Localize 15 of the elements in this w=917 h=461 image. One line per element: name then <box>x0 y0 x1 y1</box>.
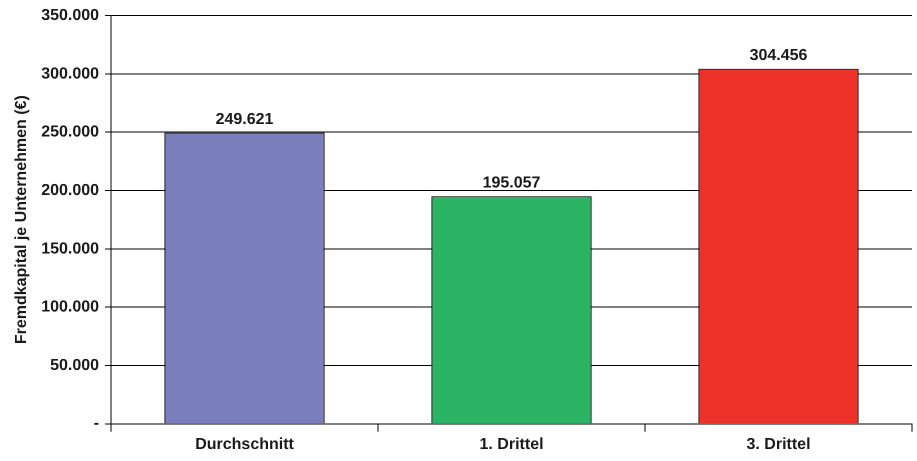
y-tick-label: - <box>94 415 100 432</box>
data-label: 304.456 <box>750 47 808 64</box>
x-tick-label: 3. Drittel <box>746 436 811 453</box>
y-axis-title: Fremdkapital je Unternehmen (€) <box>13 95 30 344</box>
y-tick-label: 150.000 <box>41 240 100 258</box>
y-tick-label: 250.000 <box>41 124 100 141</box>
data-label: 195.057 <box>482 174 541 192</box>
y-tick-label: 200.000 <box>41 182 100 199</box>
y-tick-label: 50.000 <box>50 356 100 374</box>
y-tick-label: 300.000 <box>41 65 100 82</box>
y-tick-label: 100.000 <box>41 298 100 316</box>
data-label: 249.621 <box>216 111 274 128</box>
y-tick-label: 350.000 <box>41 7 100 24</box>
x-tick-label: Durchschnitt <box>195 436 295 453</box>
x-tick-label: 1. Drittel <box>480 436 544 453</box>
